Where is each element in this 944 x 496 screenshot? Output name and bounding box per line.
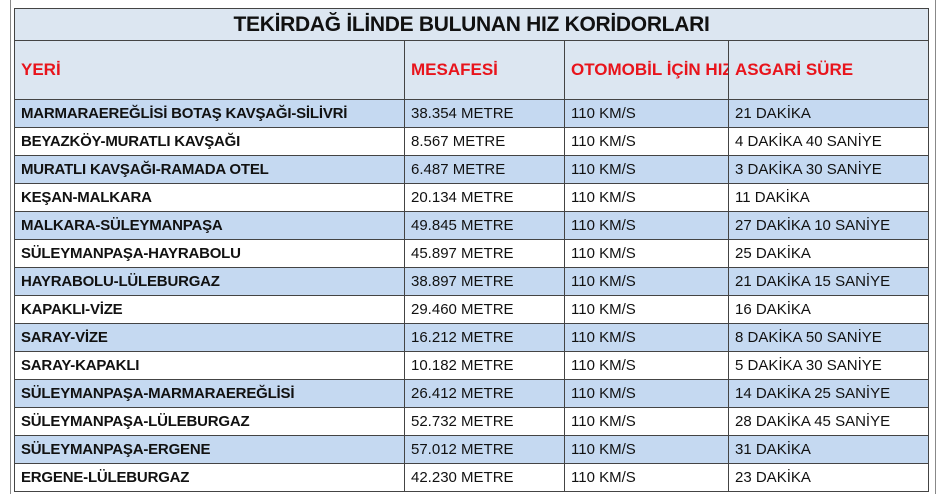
min-time-cell: 3 DAKİKA 30 SANİYE [727,155,930,184]
speed-limit-cell: 110 KM/S [564,463,729,492]
distance-cell: 45.897 METRE [404,239,565,268]
distance-cell: 29.460 METRE [404,295,565,324]
min-time-cell: 11 DAKİKA [727,183,930,212]
table-row: ERGENE-LÜLEBURGAZ 42.230 METRE 110 KM/S 23 … [14,463,930,492]
distance-cell: 52.732 METRE [404,407,565,436]
table-row: SÜLEYMANPAŞA-LÜLEBURGAZ 52.732 METRE 110 K… [14,407,930,436]
distance-cell: 57.012 METRE [404,435,565,464]
location-cell: ERGENE-LÜLEBURGAZ [14,463,405,492]
min-time-cell: 4 DAKİKA 40 SANİYE [727,127,930,156]
location-cell: KEŞAN-MALKARA [14,183,405,212]
min-time-cell: 21 DAKİKA 15 SANİYE [727,267,930,296]
distance-cell: 49.845 METRE [404,211,565,240]
title-row: TEKİRDAĞ İLİNDE BULUNAN HIZ KORİDORLARI [13,8,930,41]
location-cell: HAYRABOLU-LÜLEBURGAZ [14,267,405,296]
table-row: MARMARAEREĞLİSİ BOTAŞ KAVŞAĞI-SİLİVRİ 38.… [14,99,930,128]
location-cell: KAPAKLI-VİZE [14,295,405,324]
table-row: SÜLEYMANPAŞA-MARMARAEREĞLİSİ 26.412 METRE… [14,379,930,408]
min-time-cell: 16 DAKİKA [727,295,930,324]
speed-limit-cell: 110 KM/S [564,127,729,156]
table-row: HAYRABOLU-LÜLEBURGAZ 38.897 METRE 110 KM/S… [14,267,930,296]
table-row: SARAY-KAPAKLI 10.182 METRE 110 KM/S 5 DAKİK… [14,351,930,380]
distance-cell: 26.412 METRE [404,379,565,408]
table-row: MALKARA-SÜLEYMANPAŞA 49.845 METRE 110 KM/S… [14,211,930,240]
location-cell: BEYAZKÖY-MURATLI KAVŞAĞI [14,127,405,156]
speed-limit-cell: 110 KM/S [564,351,729,380]
header-row: YERİ MESAFESİ OTOMOBİL İÇİN HIZ SINIRI A… [14,40,930,100]
speed-limit-cell: 110 KM/S [564,407,729,436]
location-cell: SÜLEYMANPAŞA-HAYRABOLU [14,239,405,268]
speed-limit-cell: 110 KM/S [564,323,729,352]
table-row: BEYAZKÖY-MURATLI KAVŞAĞI 8.567 METRE 110 K… [14,127,930,156]
min-time-cell: 8 DAKİKA 50 SANİYE [727,323,930,352]
min-time-cell: 28 DAKİKA 45 SANİYE [727,407,930,436]
table-row: MURATLI KAVŞAĞI-RAMADA OTEL 6.487 METRE 11… [14,155,930,184]
min-time-cell: 31 DAKİKA [727,435,930,464]
distance-cell: 38.897 METRE [404,267,565,296]
location-cell: SÜLEYMANPAŞA-MARMARAEREĞLİSİ [14,379,405,408]
table-row: SÜLEYMANPAŞA-HAYRABOLU 45.897 METRE 110 KM… [14,239,930,268]
speed-limit-cell: 110 KM/S [564,99,729,128]
header-min-time: ASGARİ SÜRE [727,40,930,100]
min-time-cell: 14 DAKİKA 25 SANİYE [727,379,930,408]
speed-limit-cell: 110 KM/S [564,379,729,408]
distance-cell: 42.230 METRE [404,463,565,492]
speed-limit-cell: 110 KM/S [564,211,729,240]
distance-cell: 10.182 METRE [404,351,565,380]
location-cell: SARAY-VİZE [14,323,405,352]
speed-limit-cell: 110 KM/S [564,183,729,212]
table-row: KAPAKLI-VİZE 29.460 METRE 110 KM/S 16 DAKİK… [14,295,930,324]
header-distance: MESAFESİ [404,40,565,100]
distance-cell: 38.354 METRE [404,99,565,128]
location-cell: SÜLEYMANPAŞA-LÜLEBURGAZ [14,407,405,436]
min-time-cell: 27 DAKİKA 10 SANİYE [727,211,930,240]
table-title: TEKİRDAĞ İLİNDE BULUNAN HIZ KORİDORLARI [13,8,930,41]
location-cell: MALKARA-SÜLEYMANPAŞA [14,211,405,240]
speed-limit-cell: 110 KM/S [564,267,729,296]
speed-limit-cell: 110 KM/S [564,435,729,464]
header-speed-limit: OTOMOBİL İÇİN HIZ SINIRI [564,40,729,100]
speed-limit-cell: 110 KM/S [564,155,729,184]
min-time-cell: 23 DAKİKA [727,463,930,492]
page-frame [10,0,936,494]
distance-cell: 8.567 METRE [404,127,565,156]
speed-corridor-table: TEKİRDAĞ İLİNDE BULUNAN HIZ KORİDORLARI … [13,8,930,492]
table-row: KEŞAN-MALKARA 20.134 METRE 110 KM/S 11 DAKİ… [14,183,930,212]
header-location: YERİ [14,40,405,100]
min-time-cell: 5 DAKİKA 30 SANİYE [727,351,930,380]
speed-limit-cell: 110 KM/S [564,239,729,268]
location-cell: MARMARAEREĞLİSİ BOTAŞ KAVŞAĞI-SİLİVRİ [14,99,405,128]
min-time-cell: 21 DAKİKA [727,99,930,128]
location-cell: SÜLEYMANPAŞA-ERGENE [14,435,405,464]
speed-limit-cell: 110 KM/S [564,295,729,324]
table-row: SÜLEYMANPAŞA-ERGENE 57.012 METRE 110 KM/S 3… [14,435,930,464]
table-row: SARAY-VİZE 16.212 METRE 110 KM/S 8 DAKİKA 5… [14,323,930,352]
distance-cell: 6.487 METRE [404,155,565,184]
location-cell: MURATLI KAVŞAĞI-RAMADA OTEL [14,155,405,184]
distance-cell: 16.212 METRE [404,323,565,352]
location-cell: SARAY-KAPAKLI [14,351,405,380]
distance-cell: 20.134 METRE [404,183,565,212]
min-time-cell: 25 DAKİKA [727,239,930,268]
